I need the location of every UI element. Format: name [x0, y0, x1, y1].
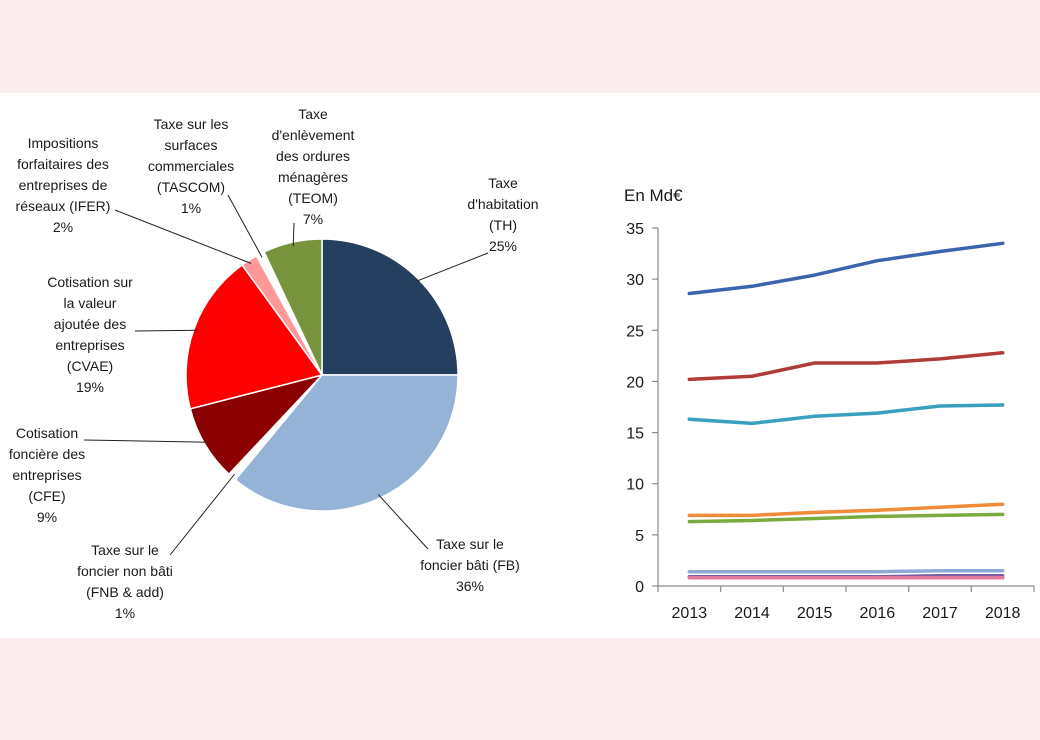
- pie-leader-line: [227, 194, 263, 258]
- pie-slice-label: Cotisation foncière des entreprises (CFE) 9%: [9, 425, 85, 525]
- pie-leader-line: [114, 209, 252, 264]
- pie-slice: [263, 238, 323, 376]
- pie-leader-line: [377, 494, 429, 550]
- x-tick-label: 2014: [734, 605, 770, 622]
- x-tick-label: 2013: [672, 605, 708, 622]
- series-line: [687, 512, 1005, 524]
- pie-slice-label: Cotisation sur la valeur ajoutée des entrep…: [47, 274, 133, 395]
- series-line: [687, 351, 1005, 382]
- x-tick-label: 2015: [797, 605, 833, 622]
- x-tick-label: 2018: [985, 605, 1021, 622]
- pie-slice-label: Taxe sur le foncier non bâti (FNB & add) 1%: [77, 542, 173, 621]
- pie-slice-label: Taxe d'enlèvement des ordures ménagères (TEO…: [272, 106, 355, 227]
- pie-slice-label: Taxe sur le foncier bâti (FB) 36%: [420, 536, 520, 594]
- y-tick-label: 35: [626, 221, 644, 238]
- x-tick-label: 2017: [922, 605, 958, 622]
- series-line: [687, 568, 1005, 574]
- y-tick-label: 25: [626, 323, 644, 340]
- y-tick-label: 20: [626, 374, 644, 391]
- series-line: [687, 502, 1005, 518]
- line-chart: En Md€ 0 5 10 15 20 25 30 35 2013 2014 2015 2016 2017…: [624, 186, 1035, 622]
- pie-leader-line: [169, 473, 236, 556]
- charts-canvas: Taxe d'habitation (TH) 25% Taxe sur le foncie…: [9, 106, 1035, 622]
- pie-leader-line: [292, 222, 295, 247]
- pie-slice-label: Taxe d'habitation (TH) 25%: [467, 175, 538, 254]
- pie-slice-label: Impositions forfaitaires des entreprises d…: [16, 135, 111, 235]
- chart-panel: Taxe d'habitation (TH) 25% Taxe sur le foncie…: [0, 93, 1040, 638]
- pie-slice: [234, 374, 459, 512]
- pie-chart: Taxe d'habitation (TH) 25% Taxe sur le foncie…: [9, 106, 539, 621]
- y-tick-label: 15: [626, 426, 644, 443]
- pie-leader-line: [415, 252, 489, 283]
- y-tick-label: 10: [626, 477, 644, 494]
- unit-label: En Md€: [624, 186, 683, 205]
- pie-slice: [185, 263, 324, 410]
- y-tick-label: 0: [635, 579, 644, 596]
- pie-slice-label: Taxe sur les surfaces commerciales (TASCOM)…: [148, 116, 234, 216]
- y-tick-label: 30: [626, 272, 644, 289]
- pie-slice: [321, 238, 459, 376]
- pie-leader-line: [83, 439, 209, 443]
- y-tick-label: 5: [635, 528, 644, 545]
- series-line: [687, 403, 1005, 426]
- pie-leader-line: [134, 329, 198, 332]
- series-line: [687, 241, 1005, 296]
- x-tick-label: 2016: [860, 605, 896, 622]
